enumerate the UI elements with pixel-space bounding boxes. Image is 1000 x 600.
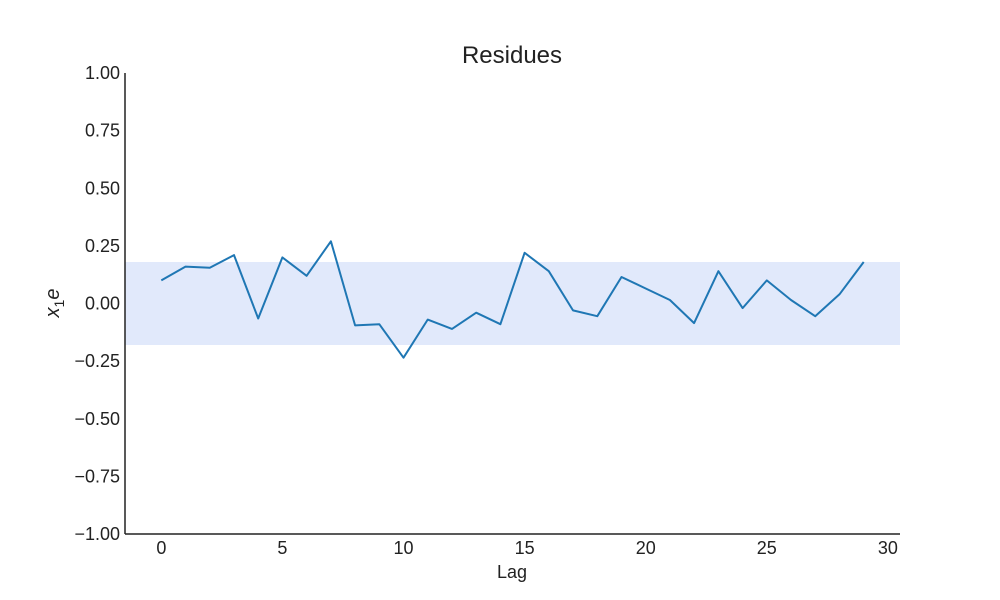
y-tick-label: 0.00 [85,294,120,314]
y-axis-label-subscript: 1 [51,299,67,307]
residue-line [160,240,865,359]
y-tick-label: 1.00 [85,63,120,83]
x-tick-label: 15 [515,538,535,558]
y-tick-label: −0.25 [74,351,120,371]
x-axis-ticks: 0 5 10 15 20 25 30 [156,538,898,558]
x-tick-label: 5 [277,538,287,558]
y-tick-label: −1.00 [74,524,120,544]
x-tick-label: 10 [394,538,414,558]
y-tick-label: −0.75 [74,466,120,486]
x-tick-label: 20 [636,538,656,558]
y-tick-label: 0.75 [85,121,120,141]
plot-area: 1.00 0.75 0.50 0.25 0.00 −0.25 −0.50 −0.75 −1.00… [74,63,900,558]
y-axis-label-main: e [42,289,64,300]
y-tick-label: −0.50 [74,409,120,429]
y-axis-label: x1e [42,289,67,319]
y-tick-label: 0.25 [85,236,120,256]
x-axis-label: Lag [497,562,527,582]
x-tick-label: 0 [156,538,166,558]
x-tick-label: 30 [878,538,898,558]
y-tick-label: 0.50 [85,178,120,198]
chart-title: Residues [462,42,562,69]
svg-text:x1e: x1e [42,289,67,319]
y-axis-label-base: x [42,306,64,318]
confidence-band [125,262,900,345]
y-axis-ticks: 1.00 0.75 0.50 0.25 0.00 −0.25 −0.50 −0.75 −1.00 [74,63,120,544]
x-tick-label: 25 [757,538,777,558]
